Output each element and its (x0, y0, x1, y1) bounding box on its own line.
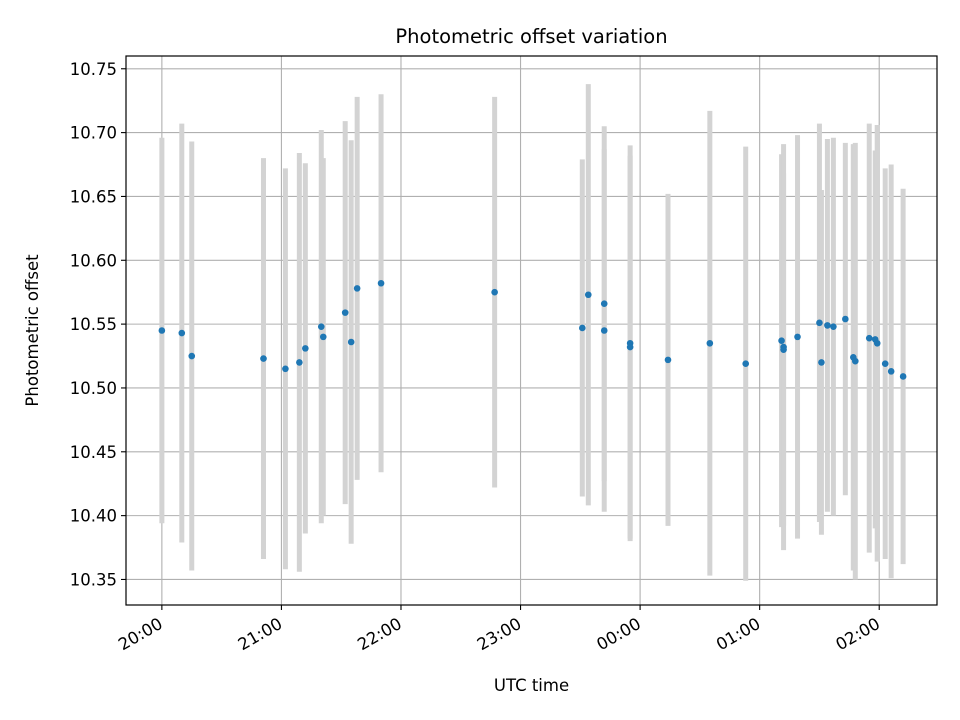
data-point (296, 359, 303, 366)
grid-layer (126, 56, 937, 605)
chart-title: Photometric offset variation (395, 25, 667, 48)
y-tick-label: 10.35 (70, 570, 117, 589)
data-point (778, 337, 785, 345)
data-point (260, 355, 267, 362)
y-tick-label: 10.55 (70, 315, 117, 334)
x-tick-label: 22:00 (354, 614, 405, 654)
data-point (887, 368, 895, 375)
data-point (824, 322, 831, 329)
data-point (302, 345, 309, 352)
y-tick-label: 10.40 (70, 507, 117, 526)
data-point (347, 338, 355, 346)
data-point (319, 333, 327, 341)
data-point (816, 319, 823, 327)
y-tick-label: 10.70 (70, 124, 117, 143)
data-point (600, 327, 608, 334)
y-tick-label: 10.50 (70, 379, 117, 398)
data-point (794, 333, 801, 341)
point-layer (158, 279, 907, 380)
plot-frame (125, 55, 938, 606)
data-point (626, 343, 634, 351)
errorbar-layer (159, 84, 906, 581)
data-point (881, 360, 889, 367)
data-point (780, 346, 787, 353)
data-point (178, 329, 186, 337)
y-tick-label: 10.45 (70, 443, 117, 462)
data-point (584, 291, 592, 299)
data-point (158, 327, 166, 334)
data-point (818, 359, 825, 366)
x-tick-label: 01:00 (713, 614, 764, 654)
x-tick-label: 21:00 (235, 614, 286, 654)
data-point (491, 288, 498, 296)
data-point (742, 360, 750, 367)
data-point (873, 339, 881, 347)
data-point (600, 300, 608, 307)
data-point (706, 339, 714, 347)
data-point (579, 324, 586, 332)
data-point (852, 357, 859, 365)
data-point (865, 334, 873, 342)
data-point (282, 365, 289, 373)
x-axis-title: UTC time (494, 676, 569, 695)
data-point (664, 356, 672, 364)
x-tick-label: 23:00 (474, 614, 525, 654)
y-tick-label: 10.75 (70, 60, 117, 79)
y-axis-title: Photometric offset (23, 254, 42, 407)
x-tick-label: 02:00 (833, 614, 884, 654)
data-point (377, 279, 385, 287)
y-tick-label: 10.65 (70, 187, 117, 206)
data-point (341, 309, 349, 316)
data-point (899, 373, 907, 380)
data-point (317, 323, 325, 330)
data-point (353, 285, 361, 292)
y-tick-label: 10.60 (70, 251, 117, 270)
x-tick-label: 00:00 (593, 614, 644, 654)
data-point (830, 323, 837, 330)
data-point (842, 315, 849, 323)
x-tick-label: 20:00 (115, 614, 166, 654)
data-point (188, 352, 196, 360)
